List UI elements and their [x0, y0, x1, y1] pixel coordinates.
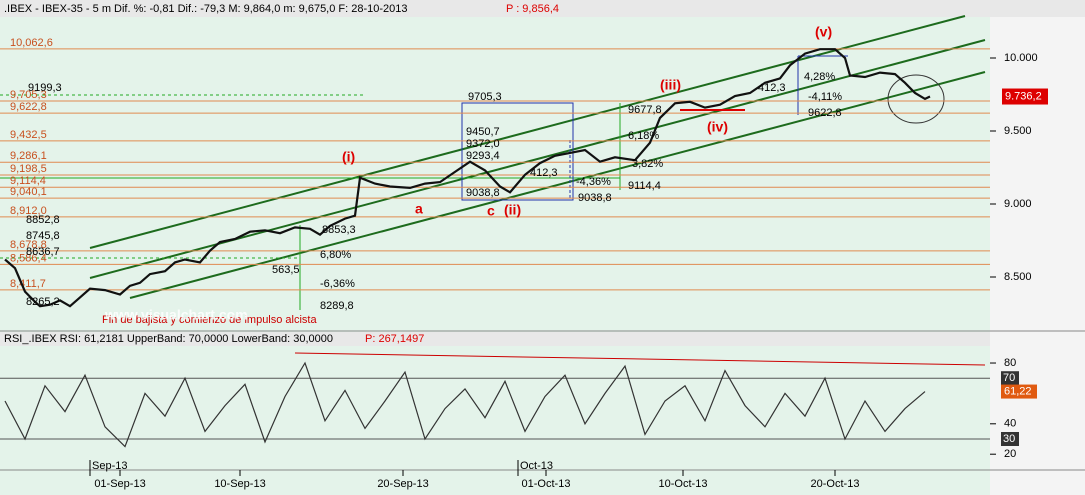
annotation: 9705,3 — [468, 91, 502, 103]
annotation: 6,80% — [320, 249, 351, 261]
last-value-box — [1001, 384, 1037, 399]
header: .IBEX - IBEX-35 - 5 m Dif. %: -0,81 Dif.… — [4, 3, 408, 15]
channel-line — [89, 15, 966, 249]
annotation: 8636,7 — [26, 246, 60, 258]
level-label: 9,622,8 — [10, 101, 47, 113]
x-tick-label: 01-Sep-13 — [94, 478, 145, 490]
annotation: 8289,8 — [320, 300, 354, 312]
level-label: 9,286,1 — [10, 150, 47, 162]
last-value-label: 61,22 — [1004, 385, 1032, 397]
x-tick-label: 20-Sep-13 — [377, 478, 428, 490]
annotation: 9038,8 — [578, 192, 612, 204]
level-label: 9,198,5 — [10, 163, 47, 175]
x-tick-label: 01-Oct-13 — [522, 478, 571, 490]
annotation: 9450,7 — [466, 126, 500, 138]
x-tick-label: 20-Oct-13 — [811, 478, 860, 490]
level-label: 9,114,4 — [10, 175, 46, 187]
band-label: 30 — [1003, 433, 1015, 445]
y-tick-label: 20 — [1004, 448, 1016, 460]
y-tick-label: 80 — [1004, 357, 1016, 369]
annotation: 9622,8 — [808, 107, 842, 119]
wave-label: (v) — [815, 24, 832, 40]
band-label: 70 — [1003, 372, 1015, 384]
month-label: Oct-13 — [520, 460, 553, 472]
band-box — [1001, 432, 1019, 446]
level-label: 8,586,4 — [10, 252, 47, 264]
annotation: 9372,0 — [466, 138, 500, 150]
annotation: 9199,3 — [28, 82, 62, 94]
watermark: www.visualchart.com — [104, 307, 248, 323]
highlight-circle — [887, 74, 945, 124]
channel-line — [129, 71, 986, 299]
annotation: 3,82% — [632, 158, 663, 170]
channel-line — [89, 39, 986, 279]
header-bar — [0, 0, 1085, 17]
wave-label: (iii) — [660, 77, 681, 93]
y-tick-label: 40 — [1004, 418, 1016, 430]
wave-label: (iv) — [707, 119, 728, 135]
y-tick-label: 10.000 — [1004, 52, 1038, 64]
annotation: 9293,4 — [466, 150, 500, 162]
wave-label: a — [415, 201, 423, 217]
series-line — [4, 361, 926, 448]
annotation: 9038,8 — [466, 187, 500, 199]
y-tick-label: 8.500 — [1004, 271, 1032, 283]
annotation: 8852,8 — [26, 214, 60, 226]
annotation: 563,5 — [272, 264, 300, 276]
level-label: 10,062,6 — [10, 37, 53, 49]
annotation: 4,28% — [804, 71, 835, 83]
y-tick-label: 9.500 — [1004, 125, 1032, 137]
last-price-box — [1002, 88, 1048, 105]
level-label: 8,678,8 — [10, 239, 47, 251]
level-label: 8,411,7 — [10, 278, 46, 290]
wave-label: (i) — [342, 149, 355, 165]
series-line — [4, 48, 931, 308]
x-tick-label: 10-Sep-13 — [214, 478, 265, 490]
rsi-trend-line — [294, 352, 986, 366]
y-tick-label: 9.000 — [1004, 198, 1032, 210]
rsi-title: RSI_.IBEX RSI: 61,2181 UpperBand: 70,000… — [4, 333, 333, 345]
wave-label: c — [487, 203, 495, 219]
x-tick-label: 10-Oct-13 — [659, 478, 708, 490]
annotation: 8265,2 — [26, 296, 60, 308]
annotation: 8745,8 — [26, 230, 60, 242]
header-price: P : 9,856,4 — [506, 3, 559, 15]
rsi-header-bar — [0, 332, 990, 346]
wave-label: (ii) — [504, 202, 521, 218]
annotation: 8853,3 — [322, 224, 356, 236]
rsi-title-price: P: 267,1497 — [365, 333, 424, 345]
band-box — [1001, 371, 1019, 386]
month-label: Sep-13 — [92, 460, 127, 472]
annotation: -4,36% — [576, 176, 611, 188]
level-label: 9,040,1 — [10, 186, 47, 198]
level-label: 9,705,3 — [10, 89, 47, 101]
annotation: 9677,8 — [628, 104, 662, 116]
note: Fin de bajista y comienzo de impulso alc… — [102, 314, 317, 326]
annotation: 412,3 — [758, 82, 786, 94]
annotation: 9114,4 — [628, 180, 661, 192]
annotation: 412,3 — [530, 167, 558, 179]
last-price-label: 9.736,2 — [1005, 90, 1042, 102]
annotation: -6,36% — [320, 278, 355, 290]
annotation: -4,11% — [808, 91, 842, 103]
level-label: 8,912,0 — [10, 205, 47, 217]
annotation: 6,18% — [628, 130, 659, 142]
level-label: 9,432,5 — [10, 129, 47, 141]
